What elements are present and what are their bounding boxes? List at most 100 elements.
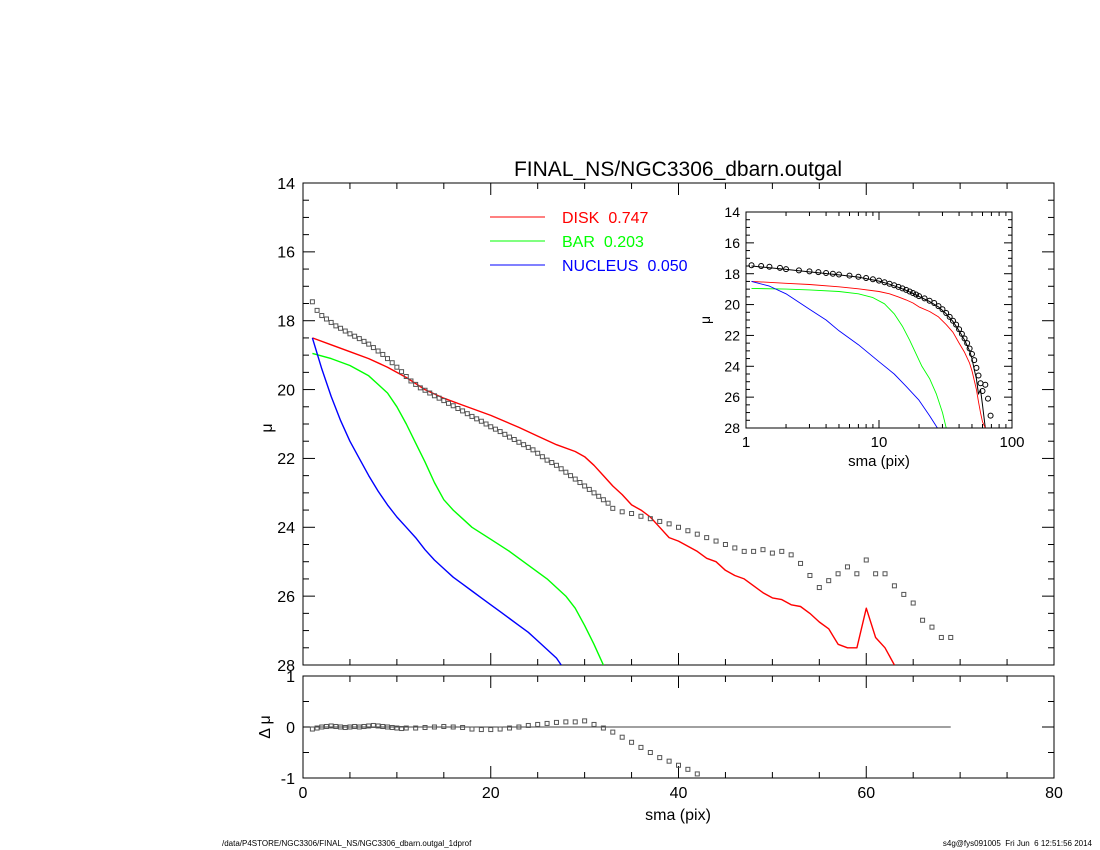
data-point — [910, 600, 916, 606]
main-profile-panel: FINAL_NS/NGC3306_dbarn.outgal 14 16 18 20 22… — [259, 158, 1055, 675]
data-point — [502, 431, 508, 437]
data-point — [591, 490, 597, 496]
data-point — [342, 328, 348, 334]
data-point — [511, 436, 517, 442]
data-point — [676, 762, 681, 768]
y-tick-label: 16 — [724, 235, 740, 251]
inset-y-axis-label: μ — [697, 316, 713, 324]
data-point — [356, 336, 362, 342]
inset-x-axis-label: sma (pix) — [848, 453, 910, 470]
data-point — [638, 513, 644, 519]
data-point — [638, 744, 644, 750]
x-tick-label: 60 — [857, 785, 875, 802]
data-point — [403, 725, 409, 731]
y-tick-label: 22 — [277, 451, 295, 468]
data-point — [971, 357, 978, 364]
data-point — [309, 299, 315, 305]
data-point — [361, 723, 367, 729]
data-point — [916, 293, 923, 300]
model-series-line — [751, 265, 986, 428]
disk-series-line — [751, 280, 986, 428]
data-point — [497, 429, 503, 435]
data-point — [319, 313, 325, 319]
data-point — [521, 442, 527, 448]
data-point — [492, 426, 498, 432]
data-point — [488, 424, 494, 430]
data-point — [525, 722, 531, 728]
data-point — [946, 313, 953, 320]
data-point — [935, 303, 942, 310]
residual-series-group — [309, 718, 951, 783]
data-point — [572, 719, 578, 725]
inset-axis-ticks: 14 16 18 20 22 24 26 281 10 100 — [724, 204, 1024, 451]
data-point — [408, 378, 414, 384]
data-point — [873, 571, 879, 577]
data-point — [582, 718, 588, 724]
data-point — [535, 450, 541, 456]
data-point — [705, 779, 709, 783]
data-point — [987, 412, 994, 419]
x-tick-label: 10 — [871, 434, 888, 451]
data-point — [328, 319, 334, 325]
data-point — [328, 723, 334, 729]
main-series-group — [309, 299, 954, 665]
data-point — [478, 727, 484, 733]
data-point — [338, 724, 344, 730]
data-point — [694, 531, 700, 537]
data-point — [436, 395, 442, 401]
data-point — [446, 400, 452, 406]
data-point — [352, 723, 358, 729]
legend-entry-label: DISK 0.747 — [562, 210, 648, 227]
x-tick-label: 80 — [1045, 785, 1063, 802]
data-point — [758, 263, 765, 269]
legend-series-name: NUCLEUS — [562, 258, 638, 275]
data-point — [553, 462, 559, 468]
data-point — [375, 723, 381, 729]
data-point — [455, 406, 461, 412]
legend-series-name: BAR — [562, 234, 595, 251]
legend-entry-label: BAR 0.203 — [562, 234, 644, 251]
data-point — [968, 350, 975, 357]
data-point — [314, 307, 320, 313]
y-tick-label: 24 — [724, 358, 740, 374]
y-tick-label: 28 — [724, 420, 740, 436]
data-point — [422, 725, 428, 731]
x-tick-label: 0 — [299, 785, 308, 802]
y-tick-label: 24 — [277, 520, 295, 537]
data-point — [323, 723, 329, 729]
data-point — [766, 263, 773, 270]
footer-file-path: /data/P4STORE/NGC3306/FINAL_NS/NGC3306_d… — [222, 839, 472, 848]
data-point — [779, 548, 785, 554]
y-tick-label: 26 — [277, 589, 295, 606]
data-point — [948, 634, 954, 640]
data-point — [685, 766, 691, 772]
main-y-axis-label: μ — [259, 423, 276, 432]
residual-x-axis-label: sma (pix) — [645, 807, 711, 824]
data-point — [666, 758, 672, 764]
data-point — [553, 719, 559, 725]
data-point — [826, 578, 832, 584]
data-point — [906, 288, 913, 295]
data-point — [333, 323, 339, 329]
data-point — [347, 331, 353, 337]
data-point — [460, 408, 466, 414]
residual-y-axis-label: Δ μ — [257, 715, 274, 738]
data-point — [544, 457, 550, 463]
data-point — [413, 725, 419, 731]
data-point — [394, 725, 400, 731]
y-tick-label: 16 — [277, 245, 295, 262]
data-point — [619, 734, 625, 740]
data-point — [370, 345, 376, 351]
data-point — [563, 469, 569, 475]
data-point — [769, 550, 775, 556]
inset-log-panel: 14 16 18 20 22 24 26 281 10 100 μ sma (pix) — [697, 204, 1025, 470]
data-point — [497, 726, 503, 732]
y-tick-label: 14 — [724, 204, 740, 220]
y-tick-label: 20 — [724, 297, 740, 313]
data-point — [389, 360, 395, 366]
data-point — [909, 290, 916, 296]
data-point — [657, 755, 663, 761]
data-point — [732, 545, 738, 551]
